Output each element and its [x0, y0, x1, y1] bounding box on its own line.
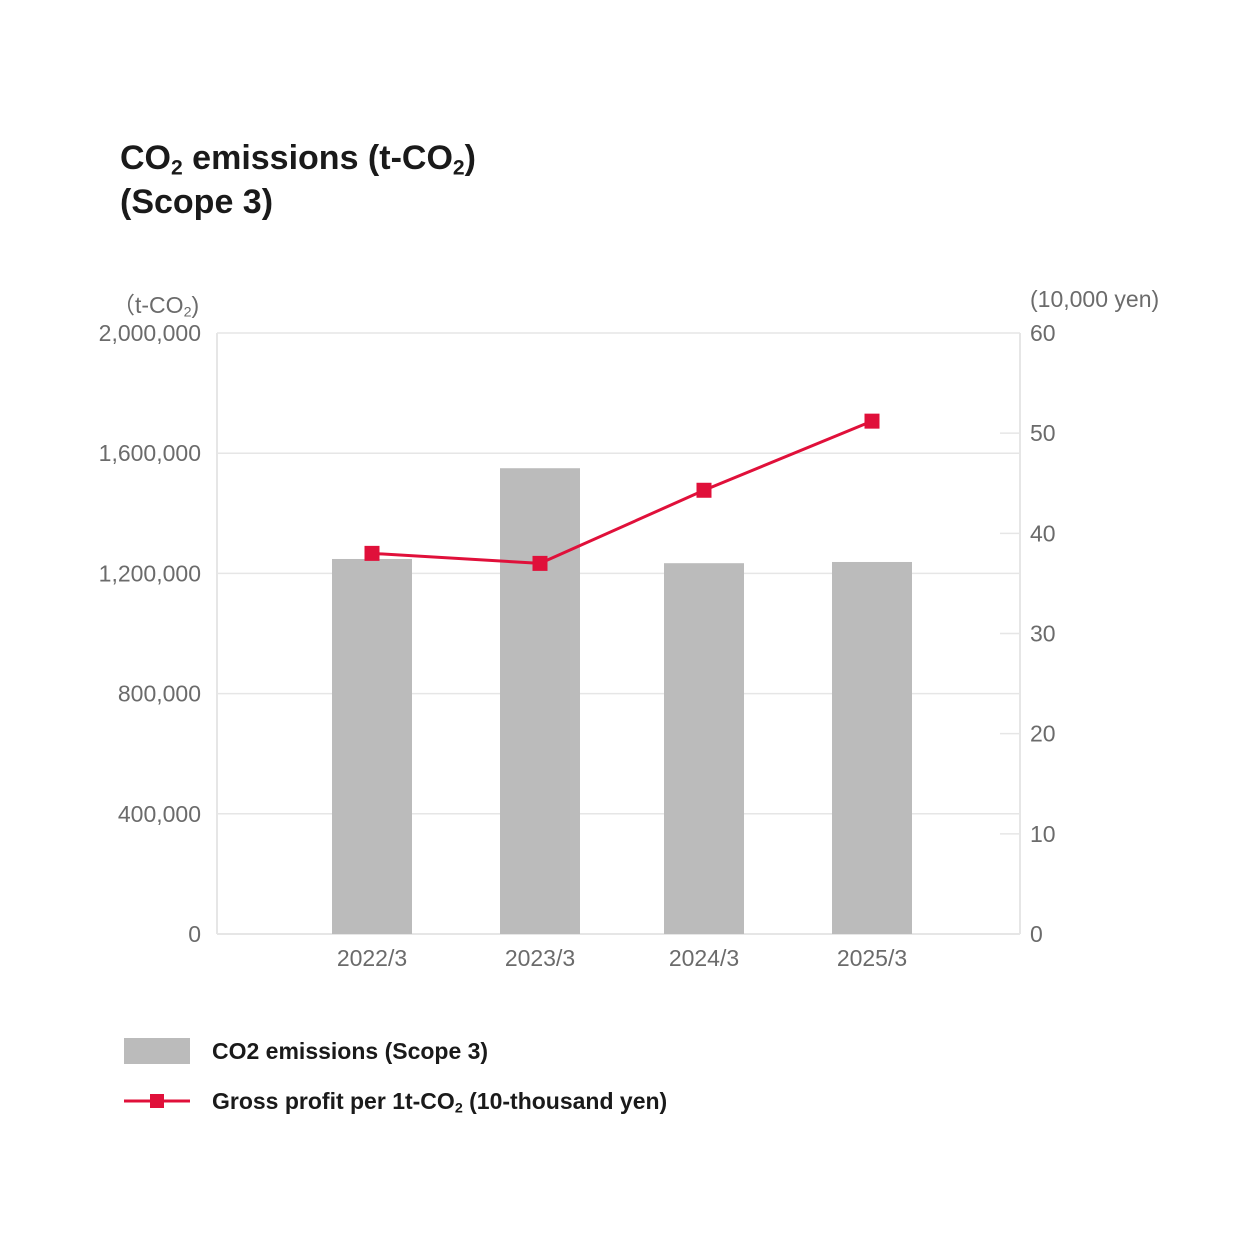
chart-title-line1: CO2 emissions (t-CO2)	[120, 139, 476, 180]
left-tick-label: 0	[188, 921, 201, 947]
x-tick-label: 2024/3	[669, 945, 739, 971]
right-tick-label: 60	[1030, 320, 1056, 346]
x-tick-label: 2023/3	[505, 945, 575, 971]
right-tick-label: 40	[1030, 520, 1056, 546]
left-axis-unit: （t-CO2)	[112, 292, 200, 321]
right-tick-label: 0	[1030, 921, 1043, 947]
left-tick-label: 1,600,000	[99, 440, 201, 466]
right-tick-label: 20	[1030, 721, 1056, 747]
bar	[332, 558, 412, 934]
chart-title: CO2 emissions (t-CO2) (Scope 3)	[120, 136, 476, 224]
line-point	[696, 482, 712, 498]
legend-line-label: Gross profit per 1t-CO2 (10-thousand yen…	[212, 1088, 668, 1117]
left-tick-label: 800,000	[118, 681, 201, 707]
left-tick-label: 2,000,000	[99, 320, 201, 346]
combo-chart: 0 400,000 800,000 1,200,000 1,600,000 2,000,0…	[99, 320, 1056, 971]
line-layer	[364, 413, 880, 571]
right-tick-label: 30	[1030, 621, 1056, 647]
bar	[500, 468, 580, 934]
bar	[664, 563, 744, 934]
legend-bar-swatch	[124, 1038, 190, 1064]
tick-layer: 0 400,000 800,000 1,200,000 1,600,000 2,000,0…	[99, 320, 1056, 971]
bar	[832, 561, 912, 934]
series-line	[371, 419, 873, 565]
left-tick-label: 400,000	[118, 801, 201, 827]
bar-layer	[332, 468, 912, 934]
right-tick-label: 50	[1030, 420, 1056, 446]
right-axis-unit: (10,000 yen)	[1030, 286, 1160, 312]
chart-title-line2: (Scope 3)	[120, 183, 274, 221]
x-tick-label: 2025/3	[837, 945, 907, 971]
line-point	[864, 413, 880, 429]
line-point	[364, 545, 380, 561]
legend-bar-label: CO2 emissions (Scope 3)	[212, 1038, 489, 1064]
left-tick-label: 1,200,000	[99, 560, 201, 586]
legend-line-swatch	[124, 1094, 190, 1108]
right-tick-label: 10	[1030, 821, 1056, 847]
x-tick-label: 2022/3	[337, 945, 407, 971]
line-point	[532, 555, 548, 571]
